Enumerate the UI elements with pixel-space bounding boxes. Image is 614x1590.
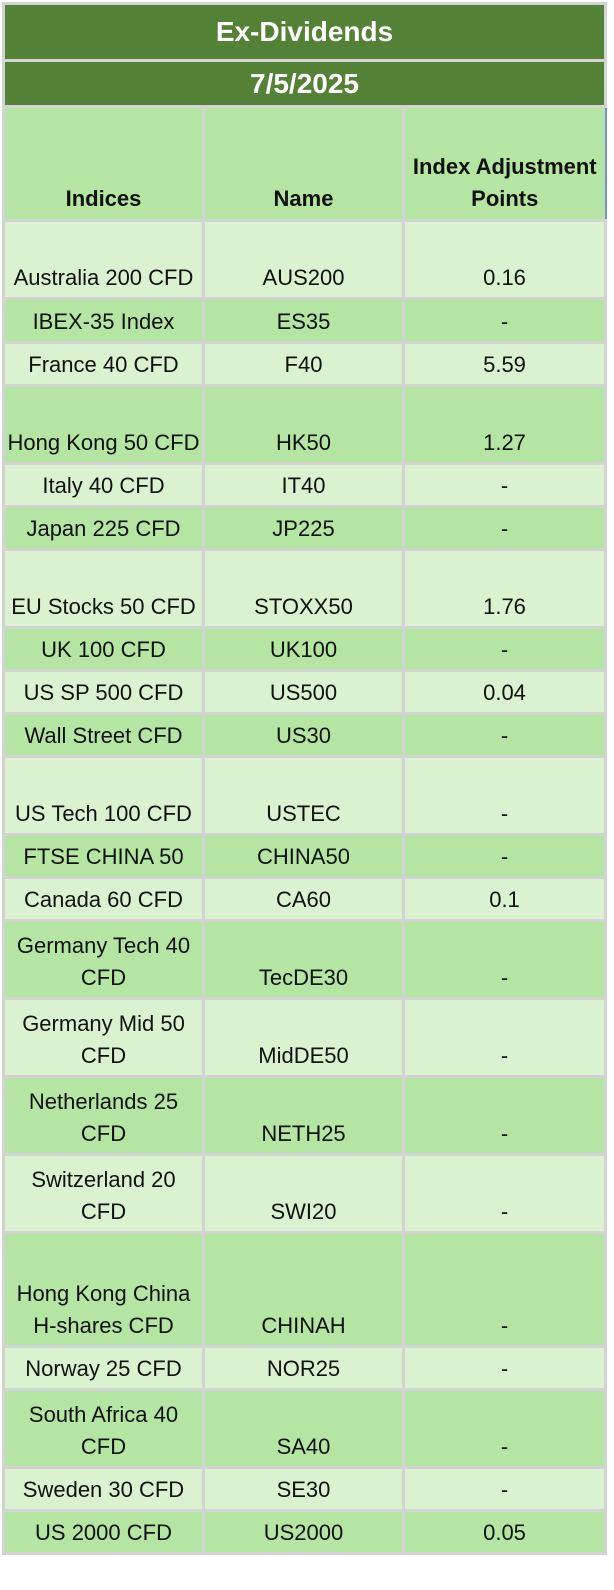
table-row: Switzerland 20 CFD SWI20- [2,1153,608,1234]
sheet-date[interactable]: 7/5/2025 [1,59,608,108]
table-row: Norway 25 CFD NOR25- [2,1345,608,1391]
cell-name[interactable]: SE30 [202,1466,405,1512]
cell-adjustment-points[interactable]: - [401,505,608,551]
cell-name[interactable]: HK50 [202,384,405,465]
table-row: Italy 40 CFD IT40- [2,462,608,508]
table-row: Hong Kong China H-shares CFD CHINAH - [2,1231,608,1348]
cell-name[interactable]: F40 [202,341,405,387]
cell-name[interactable]: CA60 [202,876,405,922]
table-row: UK 100 CFD UK100- [2,626,608,672]
table-row: Canada 60 CFD CA60 0.1 [2,876,608,922]
cell-adjustment-points[interactable]: 1.27 [401,384,608,465]
table-row: Netherlands 25 CFD NETH25- [2,1075,608,1156]
cell-name[interactable]: STOXX50 [202,548,405,629]
cell-name[interactable]: NETH25 [202,1075,405,1156]
cell-index[interactable]: Switzerland 20 CFD [2,1153,205,1234]
cell-index[interactable]: Japan 225 CFD [2,505,205,551]
cell-name[interactable]: UK100 [202,626,405,672]
cell-adjustment-points[interactable]: - [401,1231,608,1348]
ex-dividends-sheet: Ex-Dividends 7/5/2025 Indices Name Index… [1,2,608,1555]
cell-adjustment-points[interactable]: - [401,755,608,836]
cell-name[interactable]: NOR25 [202,1345,405,1391]
cell-adjustment-points[interactable]: 0.16 [401,219,608,300]
cell-adjustment-points[interactable]: 0.05 [401,1509,608,1555]
table-row: France 40 CFD F40 5.59 [2,341,608,387]
cell-index[interactable]: IBEX-35 Index [2,297,205,344]
header-index-adjustment-points[interactable]: Index Adjustment Points [402,105,607,222]
cell-adjustment-points[interactable]: - [401,1153,608,1234]
cell-name[interactable]: US30 [202,712,405,758]
table-row: Germany Mid 50 CFD MidDE50- [2,997,608,1078]
cell-index[interactable]: US 2000 CFD [2,1509,205,1555]
table-row: US SP 500 CFD US500 0.04 [2,669,608,715]
cell-adjustment-points[interactable]: - [401,626,608,672]
cell-index[interactable]: Norway 25 CFD [2,1345,205,1391]
table-row: Sweden 30 CFD SE30- [2,1466,608,1512]
cell-index[interactable]: Canada 60 CFD [2,876,205,922]
table-row: Japan 225 CFD JP225- [2,505,608,551]
cell-index[interactable]: Italy 40 CFD [2,462,205,508]
cell-adjustment-points[interactable]: 1.76 [401,548,608,629]
cell-name[interactable]: IT40 [202,462,405,508]
cell-adjustment-points[interactable]: - [401,712,608,758]
cell-index[interactable]: Hong Kong China H-shares CFD [2,1231,205,1348]
cell-name[interactable]: CHINA50 [202,833,405,879]
cell-name[interactable]: USTEC [202,755,405,836]
cell-adjustment-points[interactable]: - [401,1345,608,1391]
cell-name[interactable]: SA40 [202,1388,405,1469]
cell-index[interactable]: Hong Kong 50 CFD [2,384,205,465]
cell-index[interactable]: Australia 200 CFD [2,219,205,300]
table-row: FTSE CHINA 50 CHINA50- [2,833,608,879]
table-row: Australia 200 CFD AUS200 0.16 [2,219,608,300]
cell-index[interactable]: Wall Street CFD [2,712,205,758]
cell-index[interactable]: US Tech 100 CFD [2,755,205,836]
date-row: 7/5/2025 [1,59,608,108]
cell-adjustment-points[interactable]: 5.59 [401,341,608,387]
table-row: South Africa 40 CFD SA40- [2,1388,608,1469]
cell-index[interactable]: Germany Mid 50 CFD [2,997,205,1078]
table-row: US 2000 CFD US2000 0.05 [2,1509,608,1555]
cell-adjustment-points[interactable]: 0.1 [401,876,608,922]
cell-adjustment-points[interactable]: - [401,1466,608,1512]
cell-name[interactable]: US2000 [202,1509,405,1555]
cell-name[interactable]: CHINAH [202,1231,405,1348]
table-row: Hong Kong 50 CFD HK50 1.27 [2,384,608,465]
cell-name[interactable]: AUS200 [202,219,405,300]
cell-adjustment-points[interactable]: - [401,997,608,1078]
table-row: EU Stocks 50 CFD STOXX50 1.76 [2,548,608,629]
cell-name[interactable]: MidDE50 [202,997,405,1078]
cell-index[interactable]: South Africa 40 CFD [2,1388,205,1469]
cell-index[interactable]: FTSE CHINA 50 [2,833,205,879]
cell-index[interactable]: US SP 500 CFD [2,669,205,715]
cell-adjustment-points[interactable]: - [401,462,608,508]
cell-adjustment-points[interactable]: - [401,1075,608,1156]
cell-index[interactable]: Sweden 30 CFD [2,1466,205,1512]
sheet-title[interactable]: Ex-Dividends [1,2,608,62]
table-row: Germany Tech 40 CFD TecDE30- [2,919,608,1000]
cell-index[interactable]: Netherlands 25 CFD [2,1075,205,1156]
cell-adjustment-points[interactable]: - [401,919,608,1000]
cell-name[interactable]: US500 [202,669,405,715]
header-name[interactable]: Name [202,105,405,222]
table-row: US Tech 100 CFD USTEC - [2,755,608,836]
cell-adjustment-points[interactable]: 0.04 [401,669,608,715]
cell-index[interactable]: UK 100 CFD [2,626,205,672]
cell-name[interactable]: SWI20 [202,1153,405,1234]
cell-index[interactable]: France 40 CFD [2,341,205,387]
cell-name[interactable]: JP225 [202,505,405,551]
header-indices[interactable]: Indices [2,105,205,222]
table-row: IBEX-35 Index ES35- [2,297,608,344]
cell-adjustment-points[interactable]: - [401,297,608,344]
table-row: Wall Street CFD US30- [2,712,608,758]
cell-index[interactable]: Germany Tech 40 CFD [2,919,205,1000]
title-row: Ex-Dividends [1,2,608,62]
header-row: Indices Name Index Adjustment Points [2,105,607,222]
cell-index[interactable]: EU Stocks 50 CFD [2,548,205,629]
ex-dividends-table: Ex-Dividends 7/5/2025 Indices Name Index… [1,2,608,1555]
cell-name[interactable]: TecDE30 [202,919,405,1000]
cell-name[interactable]: ES35 [202,297,405,344]
table-body: Australia 200 CFD AUS200 0.16 IBEX-35 Index… [2,219,608,1555]
cell-adjustment-points[interactable]: - [401,1388,608,1469]
cell-adjustment-points[interactable]: - [401,833,608,879]
